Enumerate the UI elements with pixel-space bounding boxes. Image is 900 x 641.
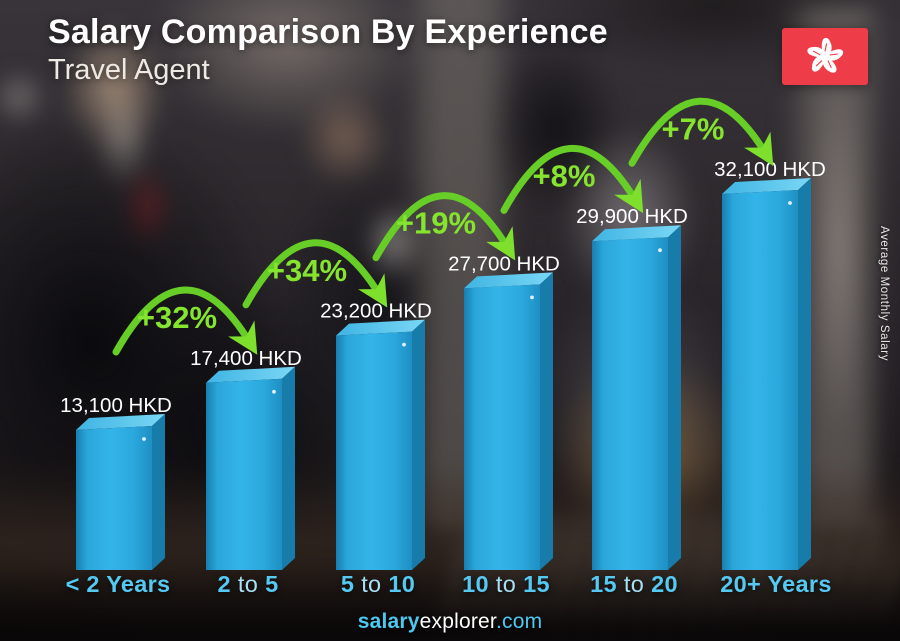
bar-top-face xyxy=(592,225,681,242)
bauhinia-flower-icon xyxy=(807,37,844,73)
percent-change-label: +19% xyxy=(396,206,476,241)
increase-arrow xyxy=(112,286,258,356)
bar-side-face xyxy=(152,414,165,570)
bar-front-face xyxy=(76,426,152,570)
page-subtitle: Travel Agent xyxy=(48,53,210,86)
salary-bar xyxy=(722,178,811,570)
y-axis-label: Average Monthly Salary xyxy=(878,226,890,362)
percent-change-label: +7% xyxy=(662,111,725,146)
category-label: 20+ Years xyxy=(720,571,832,597)
value-label: 17,400 HKD xyxy=(190,347,302,370)
increase-arrow xyxy=(500,144,644,214)
value-label: 29,900 HKD xyxy=(576,205,688,228)
bar-side-face xyxy=(412,319,425,570)
bar-highlight xyxy=(788,201,792,205)
category-label: 2 to 5 xyxy=(217,571,279,597)
bar-highlight xyxy=(402,342,406,347)
bar-highlight xyxy=(530,295,534,300)
increase-arrow xyxy=(242,239,388,309)
bar-top-face xyxy=(464,272,553,289)
bar-side-face xyxy=(798,178,811,570)
bar-top-face xyxy=(76,414,165,430)
value-label: 32,100 HKD xyxy=(714,158,826,181)
bar-top-face xyxy=(336,319,425,336)
header: Salary Comparison By Experience Travel A… xyxy=(48,12,608,87)
bar-front-face xyxy=(592,237,668,570)
percent-change-label: +32% xyxy=(137,300,217,335)
footer: salaryexplorer.com xyxy=(0,610,900,634)
salary-bar xyxy=(336,319,425,570)
salary-bar xyxy=(206,366,295,570)
footer-brand-bold: salary xyxy=(357,610,420,633)
bar-front-face xyxy=(336,331,412,570)
percent-change-label: +34% xyxy=(267,253,347,288)
bar-highlight xyxy=(658,248,662,253)
bar-top-face xyxy=(722,178,811,194)
bar-highlight xyxy=(142,437,146,441)
increase-arrow xyxy=(628,97,774,167)
bar-top-face xyxy=(206,366,295,383)
salary-bar xyxy=(464,272,553,570)
value-label: 23,200 HKD xyxy=(320,300,432,323)
bar-side-face xyxy=(668,225,681,570)
bar-front-face xyxy=(206,378,282,570)
bar-front-face xyxy=(464,284,540,570)
bar-side-face xyxy=(282,366,295,570)
value-label: 13,100 HKD xyxy=(60,394,172,417)
increase-arrow xyxy=(372,192,516,262)
category-label: 5 to 10 xyxy=(340,571,416,597)
bar-front-face xyxy=(722,190,798,570)
bar-highlight xyxy=(272,389,276,394)
category-label: 10 to 15 xyxy=(462,571,550,597)
salary-bar xyxy=(592,225,681,570)
footer-brand-rest: explorer xyxy=(419,610,496,633)
category-label: 15 to 20 xyxy=(590,571,678,597)
percent-change-label: +8% xyxy=(533,159,596,194)
value-label: 27,700 HKD xyxy=(448,252,560,275)
hong-kong-flag-icon xyxy=(782,28,868,85)
page-title: Salary Comparison By Experience xyxy=(48,13,608,51)
bar-side-face xyxy=(540,272,553,570)
salary-bar xyxy=(76,414,165,570)
category-label: < 2 Years xyxy=(65,571,171,597)
footer-brand-domain: .com xyxy=(495,610,543,633)
